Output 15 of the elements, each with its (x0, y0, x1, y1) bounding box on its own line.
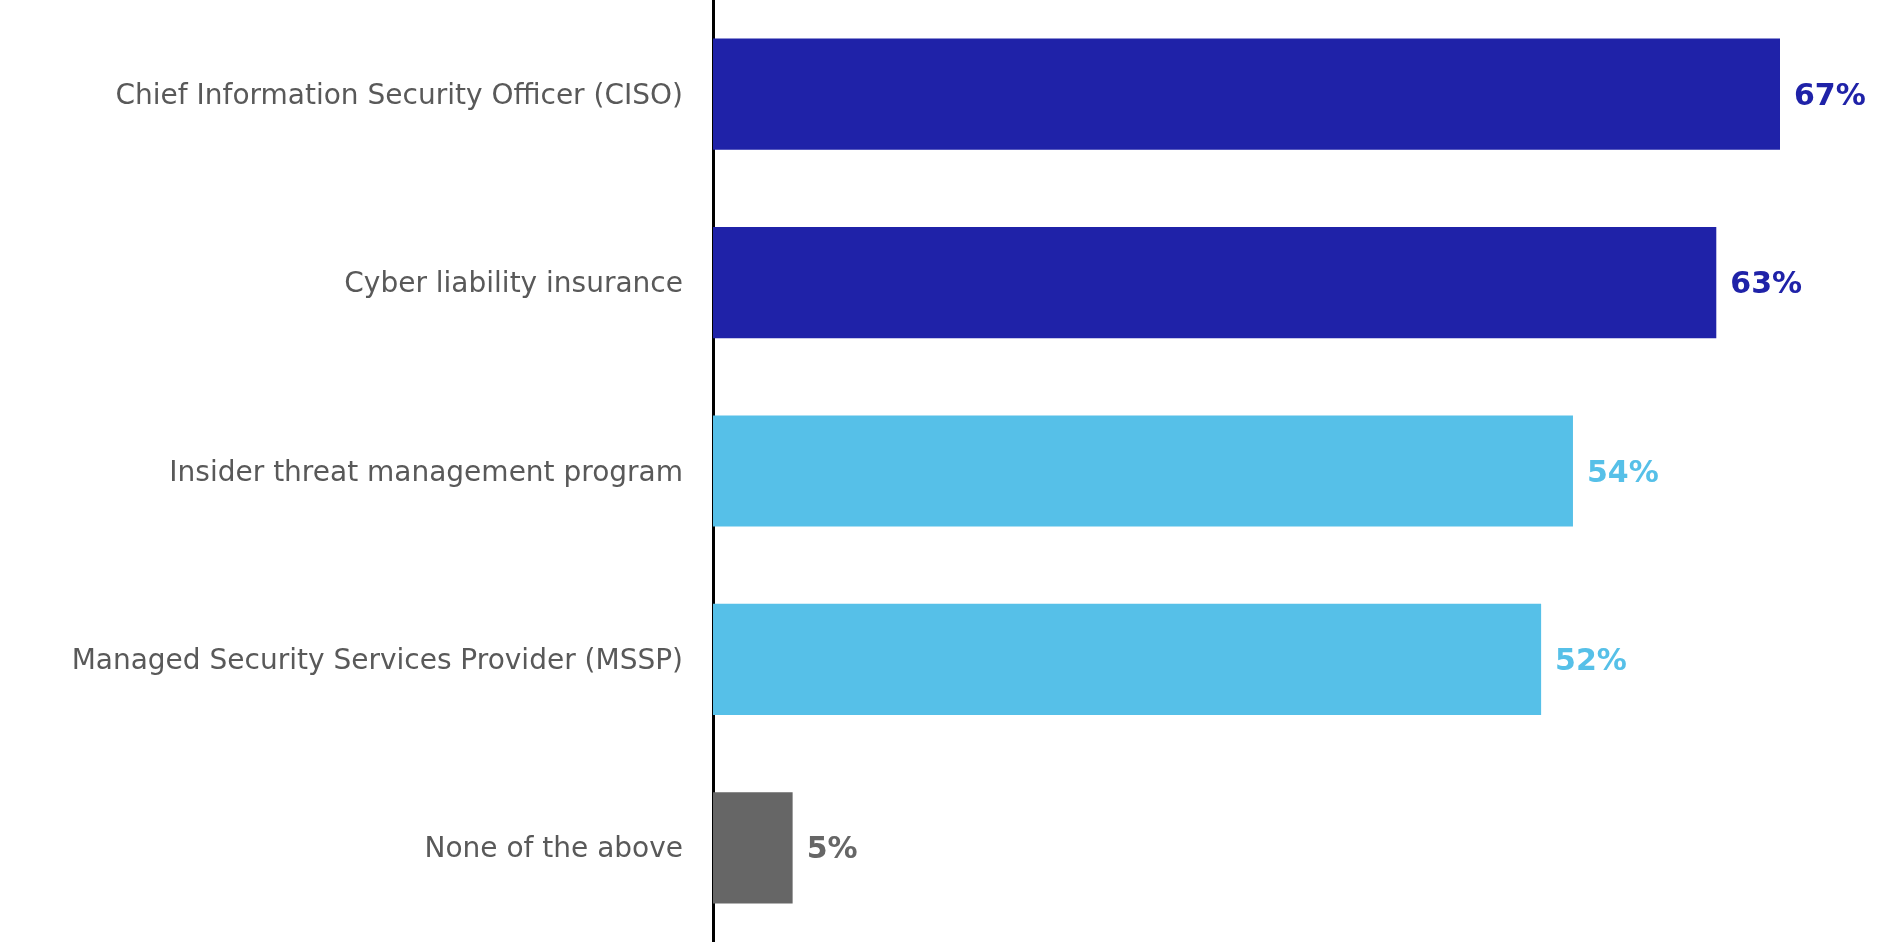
y-tick-label: None of the above (424, 831, 683, 865)
bar (713, 603, 1542, 715)
bar (713, 38, 1780, 150)
data-label: 52% (1555, 641, 1627, 677)
data-label: 67% (1794, 76, 1866, 112)
y-tick-label: Cyber liability insurance (344, 266, 683, 300)
data-label: 54% (1586, 453, 1659, 489)
data-label: 5% (806, 830, 858, 866)
y-tick-label: Managed Security Services Provider (MSSP) (71, 642, 683, 676)
y-tick-label: Insider threat management program (169, 454, 683, 488)
bar (713, 415, 1573, 527)
bar (713, 792, 793, 904)
y-tick-label: Chief Information Security Officer (CISO) (115, 77, 683, 111)
bar (713, 227, 1717, 339)
data-label: 63% (1730, 265, 1803, 301)
